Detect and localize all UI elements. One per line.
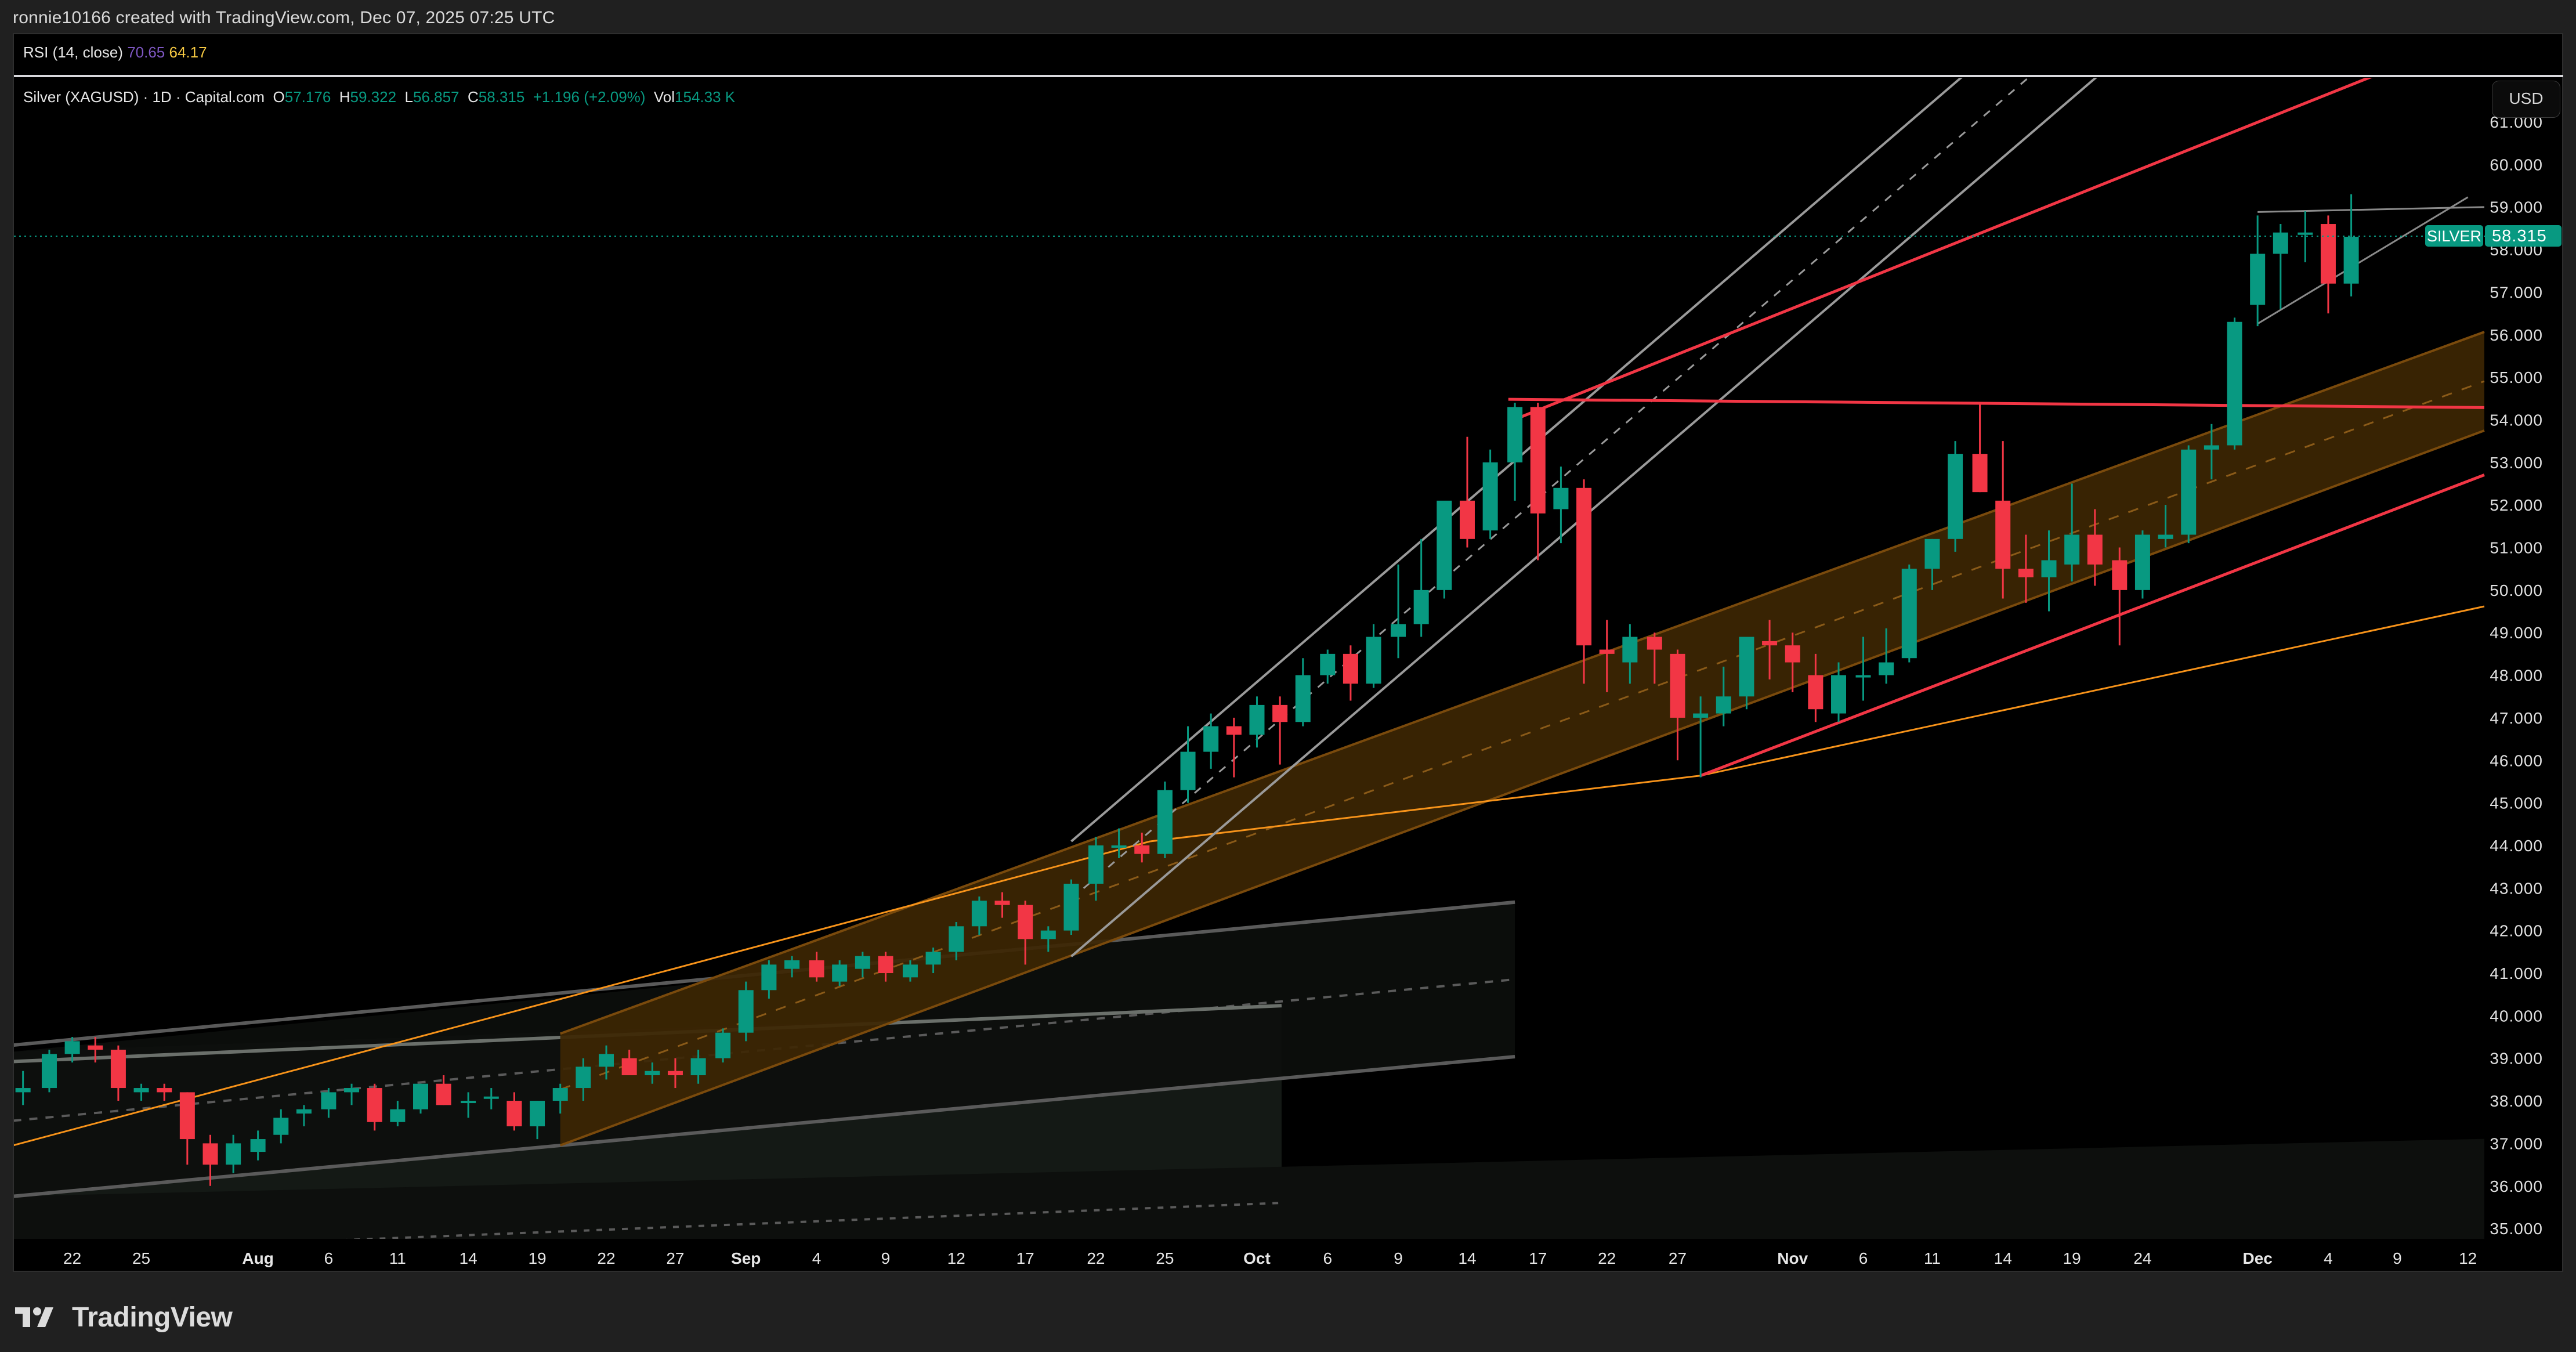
- time-tick: Aug: [242, 1249, 273, 1267]
- price-tick: 41.000: [2490, 964, 2543, 982]
- price-tick: 37.000: [2490, 1134, 2543, 1152]
- symbol-legend[interactable]: Silver (XAGUSD) · 1D · Capital.com O57.1…: [23, 88, 735, 106]
- time-tick: 19: [2063, 1249, 2081, 1267]
- time-tick: 4: [812, 1249, 822, 1267]
- price-tick: 51.000: [2490, 539, 2543, 557]
- time-tick: 22: [63, 1249, 81, 1267]
- price-tick: 43.000: [2490, 879, 2543, 897]
- time-tick: 12: [947, 1249, 965, 1267]
- time-tick: 17: [1529, 1249, 1547, 1267]
- time-tick: 11: [1924, 1249, 1941, 1267]
- time-tick: 4: [2324, 1249, 2333, 1267]
- currency-button[interactable]: USD: [2492, 81, 2560, 118]
- low-value: 56.857: [413, 88, 460, 106]
- time-tick: Sep: [731, 1249, 761, 1267]
- price-tick: 59.000: [2490, 198, 2543, 216]
- price-tick: 52.000: [2490, 496, 2543, 514]
- time-tick: 6: [1323, 1249, 1332, 1267]
- time-tick: 27: [666, 1249, 684, 1267]
- last-price-symbol: SILVER: [2427, 227, 2481, 245]
- price-tick: 57.000: [2490, 283, 2543, 301]
- open-value: 57.176: [284, 88, 331, 106]
- price-tick: 36.000: [2490, 1177, 2543, 1195]
- time-tick: 9: [1394, 1249, 1403, 1267]
- time-tick: 12: [2459, 1249, 2477, 1267]
- price-tick: 39.000: [2490, 1050, 2543, 1068]
- time-tick: 22: [597, 1249, 615, 1267]
- time-tick: 9: [881, 1249, 891, 1267]
- time-tick: 24: [2133, 1249, 2151, 1267]
- price-tick: 50.000: [2490, 581, 2543, 599]
- time-tick: 22: [1087, 1249, 1105, 1267]
- chart-attribution: ronnie10166 created with TradingView.com…: [13, 8, 555, 27]
- close-value: 58.315: [478, 88, 525, 106]
- time-tick: Nov: [1777, 1249, 1808, 1267]
- price-tick: 53.000: [2490, 454, 2543, 472]
- time-tick: 11: [389, 1249, 406, 1267]
- time-tick: Oct: [1243, 1249, 1271, 1267]
- tradingview-logo[interactable]: TradingView: [15, 1302, 233, 1333]
- price-tick: 56.000: [2490, 326, 2543, 344]
- logo-text: TradingView: [72, 1302, 233, 1333]
- price-tick: 55.000: [2490, 368, 2543, 386]
- time-tick: 14: [460, 1249, 477, 1267]
- price-tick: 45.000: [2490, 794, 2543, 812]
- low-label: L: [404, 88, 413, 106]
- time-tick: 25: [132, 1249, 150, 1267]
- time-tick: Dec: [2242, 1249, 2272, 1267]
- price-tick: 47.000: [2490, 709, 2543, 727]
- close-label: C: [467, 88, 479, 106]
- price-tick: 46.000: [2490, 751, 2543, 769]
- time-tick: 6: [1859, 1249, 1868, 1267]
- price-tick: 40.000: [2490, 1007, 2543, 1025]
- tradingview-logo-icon: [15, 1307, 53, 1327]
- symbol-title: Silver (XAGUSD) · 1D · Capital.com: [23, 88, 265, 106]
- time-axis[interactable]: 22 25 Aug 6 11 14 19 22 27 Sep 4 9 12 17 22 25 Oct 6 9 14 17…: [63, 1249, 2477, 1267]
- rsi-ma-value: 64.17: [169, 44, 207, 61]
- price-tick: 60.000: [2490, 156, 2543, 173]
- last-price-tag: SILVER 58.315: [2425, 225, 2561, 247]
- time-tick: 25: [1156, 1249, 1174, 1267]
- price-axis[interactable]: 61.00060.00059.00058.00057.00056.00055.0…: [2490, 113, 2543, 1238]
- time-tick: 19: [528, 1249, 546, 1267]
- volume-value: 154.33 K: [675, 88, 736, 106]
- time-tick: 14: [1994, 1249, 2012, 1267]
- high-label: H: [339, 88, 350, 106]
- rsi-value: 70.65: [127, 44, 165, 61]
- price-tick: 35.000: [2490, 1220, 2543, 1238]
- price-tick: 54.000: [2490, 411, 2543, 429]
- price-tick: 49.000: [2490, 624, 2543, 642]
- time-tick: 27: [1669, 1249, 1687, 1267]
- price-tick: 44.000: [2490, 837, 2543, 855]
- price-tick: 42.000: [2490, 922, 2543, 940]
- volume-label: Vol: [653, 88, 675, 106]
- time-tick: 6: [324, 1249, 334, 1267]
- time-tick: 14: [1458, 1249, 1476, 1267]
- open-label: O: [273, 88, 285, 106]
- high-value: 59.322: [350, 88, 397, 106]
- time-tick: 22: [1598, 1249, 1616, 1267]
- rsi-label: RSI (14, close): [23, 44, 123, 61]
- price-tick: 48.000: [2490, 667, 2543, 685]
- drawings-layer: [14, 78, 2485, 1239]
- time-tick: 17: [1016, 1249, 1034, 1267]
- rsi-legend[interactable]: RSI (14, close) 70.65 64.17: [23, 44, 207, 62]
- change-value: +1.196 (+2.09%): [533, 88, 646, 106]
- time-tick: 9: [2393, 1249, 2402, 1267]
- price-tick: 38.000: [2490, 1092, 2543, 1110]
- last-price-value: 58.315: [2492, 227, 2547, 245]
- candles-layer: [15, 194, 2359, 1186]
